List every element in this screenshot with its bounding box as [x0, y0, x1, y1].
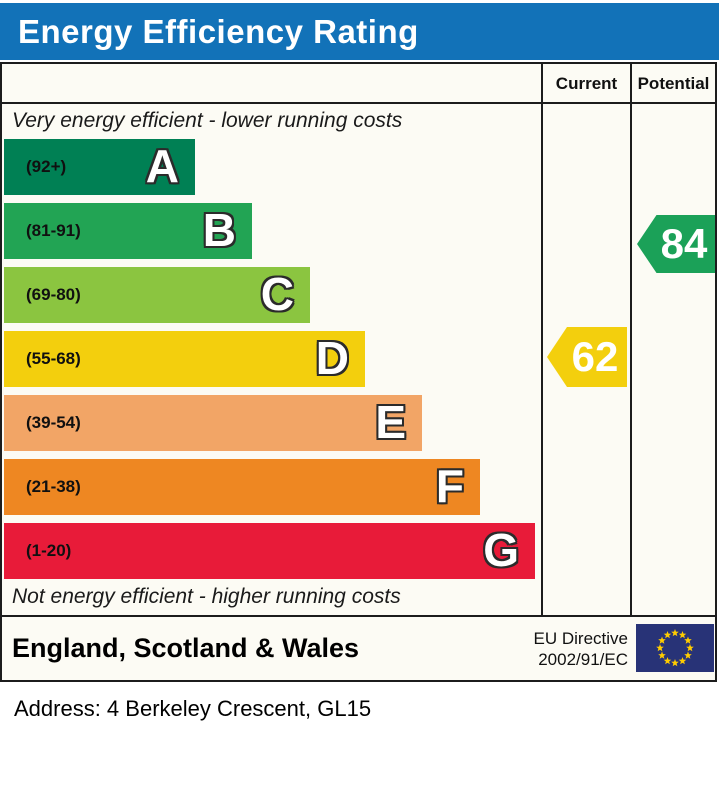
potential-rating-marker: 84 [637, 215, 715, 273]
bottom-note: Not energy efficient - higher running co… [12, 585, 401, 608]
band-row: (81-91) B [4, 203, 539, 259]
eu-directive-line2: 2002/91/EC [538, 650, 628, 669]
region-label: England, Scotland & Wales [12, 633, 360, 663]
band-letter: C [260, 267, 294, 320]
address-line: Address: 4 Berkeley Crescent, GL15 [14, 696, 372, 721]
page-title: Energy Efficiency Rating [18, 13, 419, 50]
potential-rating-value: 84 [660, 220, 708, 267]
band-range-label: (81-91) [26, 221, 81, 240]
band-bar: (39-54) E [4, 395, 422, 451]
band-bar: (92+) A [4, 139, 195, 195]
band-range-label: (55-68) [26, 349, 81, 368]
band-range-label: (69-80) [26, 285, 81, 304]
eu-directive-label: EU Directive 2002/91/EC [534, 628, 628, 670]
band-row: (1-20) G [4, 523, 539, 579]
band-letter: E [375, 395, 406, 448]
band-bar: (21-38) F [4, 459, 480, 515]
band-bar: (81-91) B [4, 203, 252, 259]
top-note: Very energy efficient - lower running co… [12, 109, 403, 132]
band-row: (69-80) C [4, 267, 539, 323]
band-range-label: (39-54) [26, 413, 81, 432]
footer-separator [2, 615, 715, 617]
title-bar: Energy Efficiency Rating [0, 3, 719, 60]
band-bar: (69-80) C [4, 267, 310, 323]
band-letter: F [435, 459, 464, 512]
column-header-current: Current [555, 74, 618, 93]
band-letter: A [145, 139, 179, 192]
band-letter: B [202, 203, 236, 256]
band-row: (92+) A [4, 139, 539, 195]
band-row: (39-54) E [4, 395, 539, 451]
eu-directive-line1: EU Directive [533, 629, 628, 648]
potential-column-divider [630, 64, 632, 617]
band-list: (92+) A (81-91) B (69-80) C (55-68) D (3… [4, 139, 539, 587]
energy-rating-chart: Current Potential Very energy efficient … [0, 62, 717, 682]
band-row: (21-38) F [4, 459, 539, 515]
eu-flag-icon [636, 624, 714, 672]
band-letter: D [315, 331, 349, 384]
current-rating-marker: 62 [547, 327, 627, 387]
current-rating-value: 62 [571, 333, 619, 380]
header-separator [2, 102, 715, 104]
band-range-label: (21-38) [26, 477, 81, 496]
band-bar: (1-20) G [4, 523, 535, 579]
current-column-divider [541, 64, 543, 617]
band-row: (55-68) D [4, 331, 539, 387]
band-range-label: (92+) [26, 157, 67, 176]
band-letter: G [483, 523, 519, 576]
band-range-label: (1-20) [26, 541, 72, 560]
band-bar: (55-68) D [4, 331, 365, 387]
column-header-potential: Potential [637, 74, 710, 93]
